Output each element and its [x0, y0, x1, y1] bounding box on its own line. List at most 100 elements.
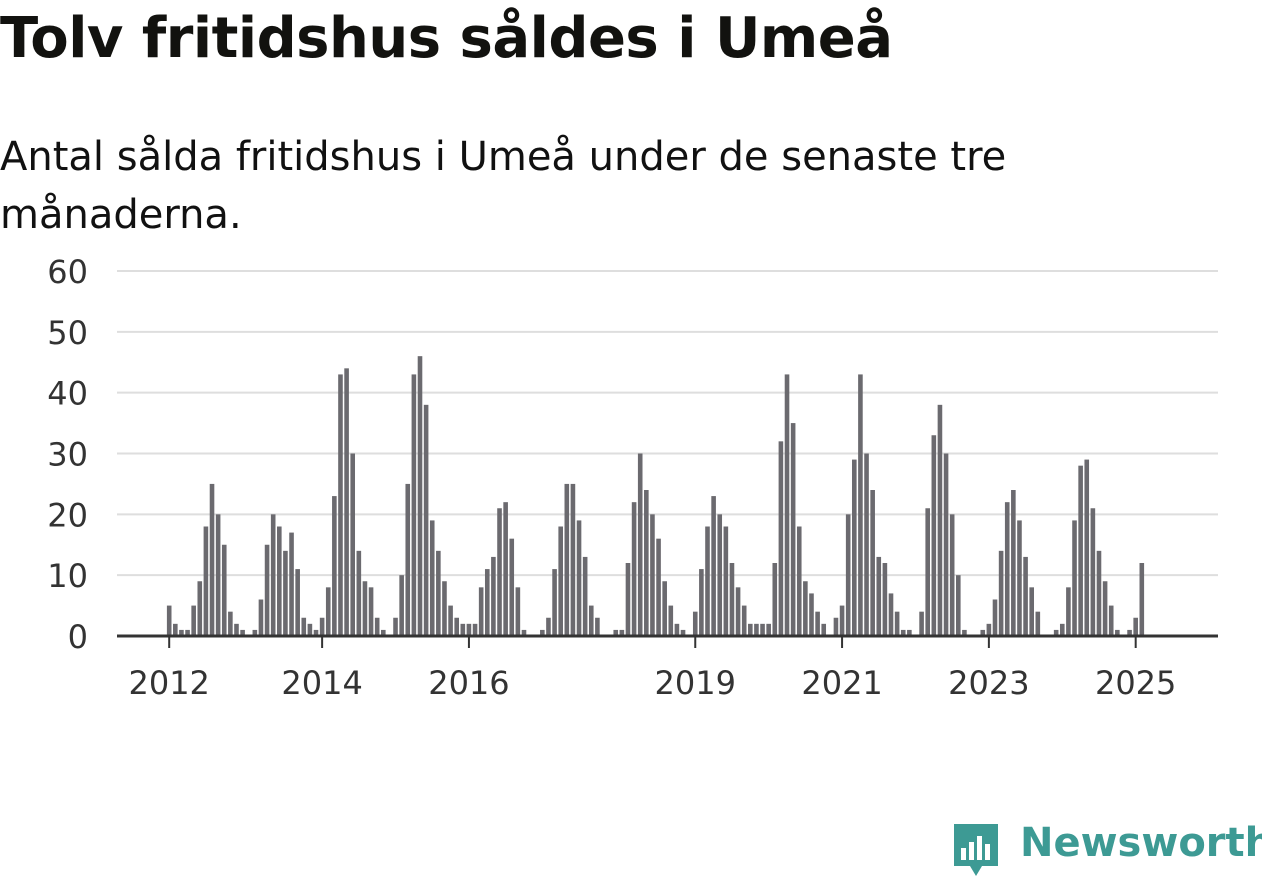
- bar: [668, 605, 674, 636]
- bar: [644, 490, 649, 636]
- y-tick-label: 50: [47, 314, 88, 352]
- x-tick-label: 2014: [281, 664, 362, 702]
- bar: [466, 623, 472, 636]
- bar: [588, 605, 594, 636]
- y-tick-label: 20: [47, 496, 88, 534]
- bar: [882, 563, 888, 636]
- bar: [448, 605, 453, 636]
- bar: [393, 617, 398, 636]
- x-tick-label: 2021: [801, 664, 882, 702]
- bar: [1133, 617, 1138, 636]
- bar: [173, 623, 178, 636]
- bar: [1035, 611, 1041, 636]
- bar: [374, 617, 380, 636]
- bar: [998, 550, 1004, 636]
- bar: [1115, 629, 1120, 636]
- bar: [833, 617, 839, 636]
- bar: [429, 520, 435, 636]
- bar: [711, 496, 716, 636]
- bar: [1108, 605, 1114, 636]
- bar: [185, 629, 190, 636]
- bar: [796, 526, 802, 636]
- brand-name: Newsworthy: [1020, 820, 1262, 866]
- bar: [631, 502, 637, 636]
- newsworthy-logo: Newsworthy: [950, 818, 1262, 878]
- bar: [325, 587, 331, 636]
- bar: [815, 611, 820, 636]
- bar: [491, 556, 496, 636]
- bar: [986, 623, 992, 636]
- bar: [368, 587, 374, 636]
- bar: [656, 538, 661, 636]
- y-tick-label: 10: [47, 557, 88, 595]
- bar: [735, 587, 741, 636]
- bar: [894, 611, 900, 636]
- bar: [1084, 459, 1090, 636]
- bar: [637, 453, 643, 636]
- bar: [301, 617, 307, 636]
- bar: [595, 617, 600, 636]
- bar: [852, 459, 857, 636]
- bar: [576, 520, 582, 636]
- bar: [472, 623, 478, 636]
- bar: [497, 508, 502, 636]
- bar: [937, 404, 943, 636]
- bar: [258, 599, 264, 636]
- bar: [1017, 520, 1022, 636]
- bar: [962, 629, 967, 636]
- bar: [283, 550, 288, 636]
- bar: [307, 623, 313, 636]
- x-tick-label: 2019: [655, 664, 736, 702]
- bar: [546, 617, 551, 636]
- bar: [399, 575, 404, 636]
- bar: [350, 453, 356, 636]
- bar: [221, 544, 227, 636]
- bar: [949, 514, 955, 636]
- bar: [821, 623, 827, 636]
- bar-chart-badge-icon: [954, 824, 998, 876]
- bar: [319, 617, 325, 636]
- bar: [766, 623, 771, 636]
- bar: [423, 404, 429, 636]
- bar: [772, 563, 778, 636]
- bar: [723, 526, 729, 636]
- bar: [484, 569, 490, 636]
- bar: [1023, 556, 1028, 636]
- x-tick-label: 2025: [1095, 664, 1176, 702]
- bar: [980, 629, 986, 636]
- bar: [295, 569, 300, 636]
- bar: [931, 435, 937, 636]
- bar: [277, 526, 282, 636]
- bar: [1011, 490, 1016, 636]
- bar: [1102, 581, 1108, 636]
- x-tick-label: 2012: [128, 664, 209, 702]
- bar: [943, 453, 949, 636]
- bar: [234, 623, 239, 636]
- bar: [858, 374, 863, 636]
- bar: [888, 593, 894, 636]
- bar: [870, 490, 875, 636]
- bar: [619, 629, 625, 636]
- bar: [729, 563, 735, 636]
- bar: [1053, 629, 1059, 636]
- bar: [760, 623, 765, 636]
- bar: [1139, 563, 1145, 636]
- bar: [864, 453, 869, 636]
- bar: [564, 483, 570, 636]
- bar: [240, 629, 245, 636]
- bar: [270, 514, 276, 636]
- bar: [803, 581, 808, 636]
- bar: [845, 514, 851, 636]
- bar: [784, 374, 790, 636]
- bar: [907, 629, 912, 636]
- bar: [741, 605, 747, 636]
- bar: [338, 374, 343, 636]
- bar: [839, 605, 845, 636]
- bar: [1090, 508, 1096, 636]
- bar: [362, 581, 368, 636]
- bar: [790, 423, 796, 636]
- bar: [992, 599, 998, 636]
- bar: [674, 623, 680, 636]
- bar: [778, 441, 784, 636]
